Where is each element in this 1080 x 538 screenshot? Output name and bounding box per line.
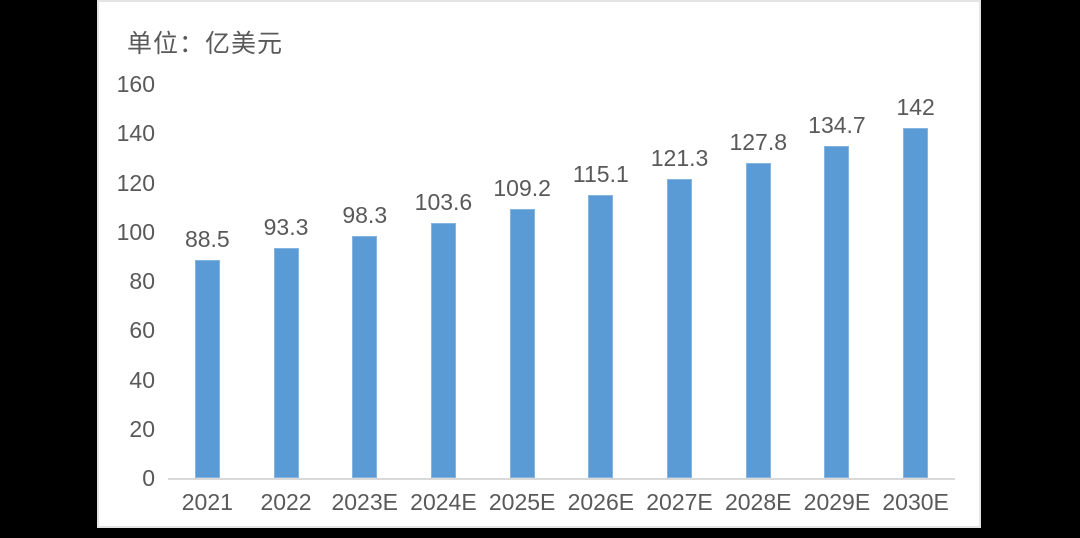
bar-value-label: 103.6 xyxy=(414,188,473,215)
bar-2029E xyxy=(824,146,850,478)
y-tick-label: 20 xyxy=(129,415,155,442)
bar-2024E xyxy=(430,222,456,478)
bar-value-label: 98.3 xyxy=(342,201,388,228)
x-tick-label-2024E: 2024E xyxy=(410,489,477,515)
y-tick-label: 120 xyxy=(116,169,155,196)
y-tick-label: 140 xyxy=(116,120,155,147)
bar-value-label: 88.5 xyxy=(184,226,230,253)
x-tick-label-2030E: 2030E xyxy=(882,489,949,515)
x-tick-label-2026E: 2026E xyxy=(567,489,635,515)
bar-2028E xyxy=(745,163,771,478)
y-tick-label: 80 xyxy=(129,268,155,294)
bar-value-label: 142 xyxy=(896,94,935,121)
bar-value-label: 93.3 xyxy=(263,214,309,241)
bar-value-label: 109.2 xyxy=(493,175,551,202)
y-tick-label: 0 xyxy=(142,465,155,491)
bar-2030E xyxy=(903,128,929,478)
chart-unit-title: 单位：亿美元 xyxy=(127,30,284,58)
y-tick-label: 160 xyxy=(116,71,155,97)
bar-value-label: 115.1 xyxy=(572,160,629,187)
plot-area: 0 20 40 60 80 100 120 140 160 88.5 2021 93.3 2022 98.… xyxy=(117,71,955,515)
bar-value-label: 127.8 xyxy=(729,129,788,156)
bar-2027E xyxy=(667,179,693,478)
x-tick-label-2023E: 2023E xyxy=(331,489,398,515)
x-tick-label-2028E: 2028E xyxy=(724,489,792,515)
x-tick-label-2021: 2021 xyxy=(181,489,233,515)
bar-2025E xyxy=(509,209,535,478)
y-tick-label: 100 xyxy=(116,218,155,245)
x-tick-label-2022: 2022 xyxy=(260,489,312,515)
bar-value-label: 121.3 xyxy=(650,145,709,172)
chart-card: 单位：亿美元 0 20 40 60 80 100 120 140 160 88.5 2021 93.3… xyxy=(97,0,981,528)
x-tick-label-2029E: 2029E xyxy=(803,489,871,515)
bar-2022 xyxy=(273,248,299,478)
bar-value-label: 134.7 xyxy=(808,112,866,139)
bar-2026E xyxy=(588,194,614,478)
x-axis-line xyxy=(168,478,955,480)
x-tick-label-2025E: 2025E xyxy=(488,489,556,515)
bar-2023E xyxy=(352,235,378,478)
y-tick-label: 60 xyxy=(129,317,155,344)
y-tick-label: 40 xyxy=(129,366,155,393)
bar-2021 xyxy=(194,260,220,478)
x-tick-label-2027E: 2027E xyxy=(646,489,713,515)
